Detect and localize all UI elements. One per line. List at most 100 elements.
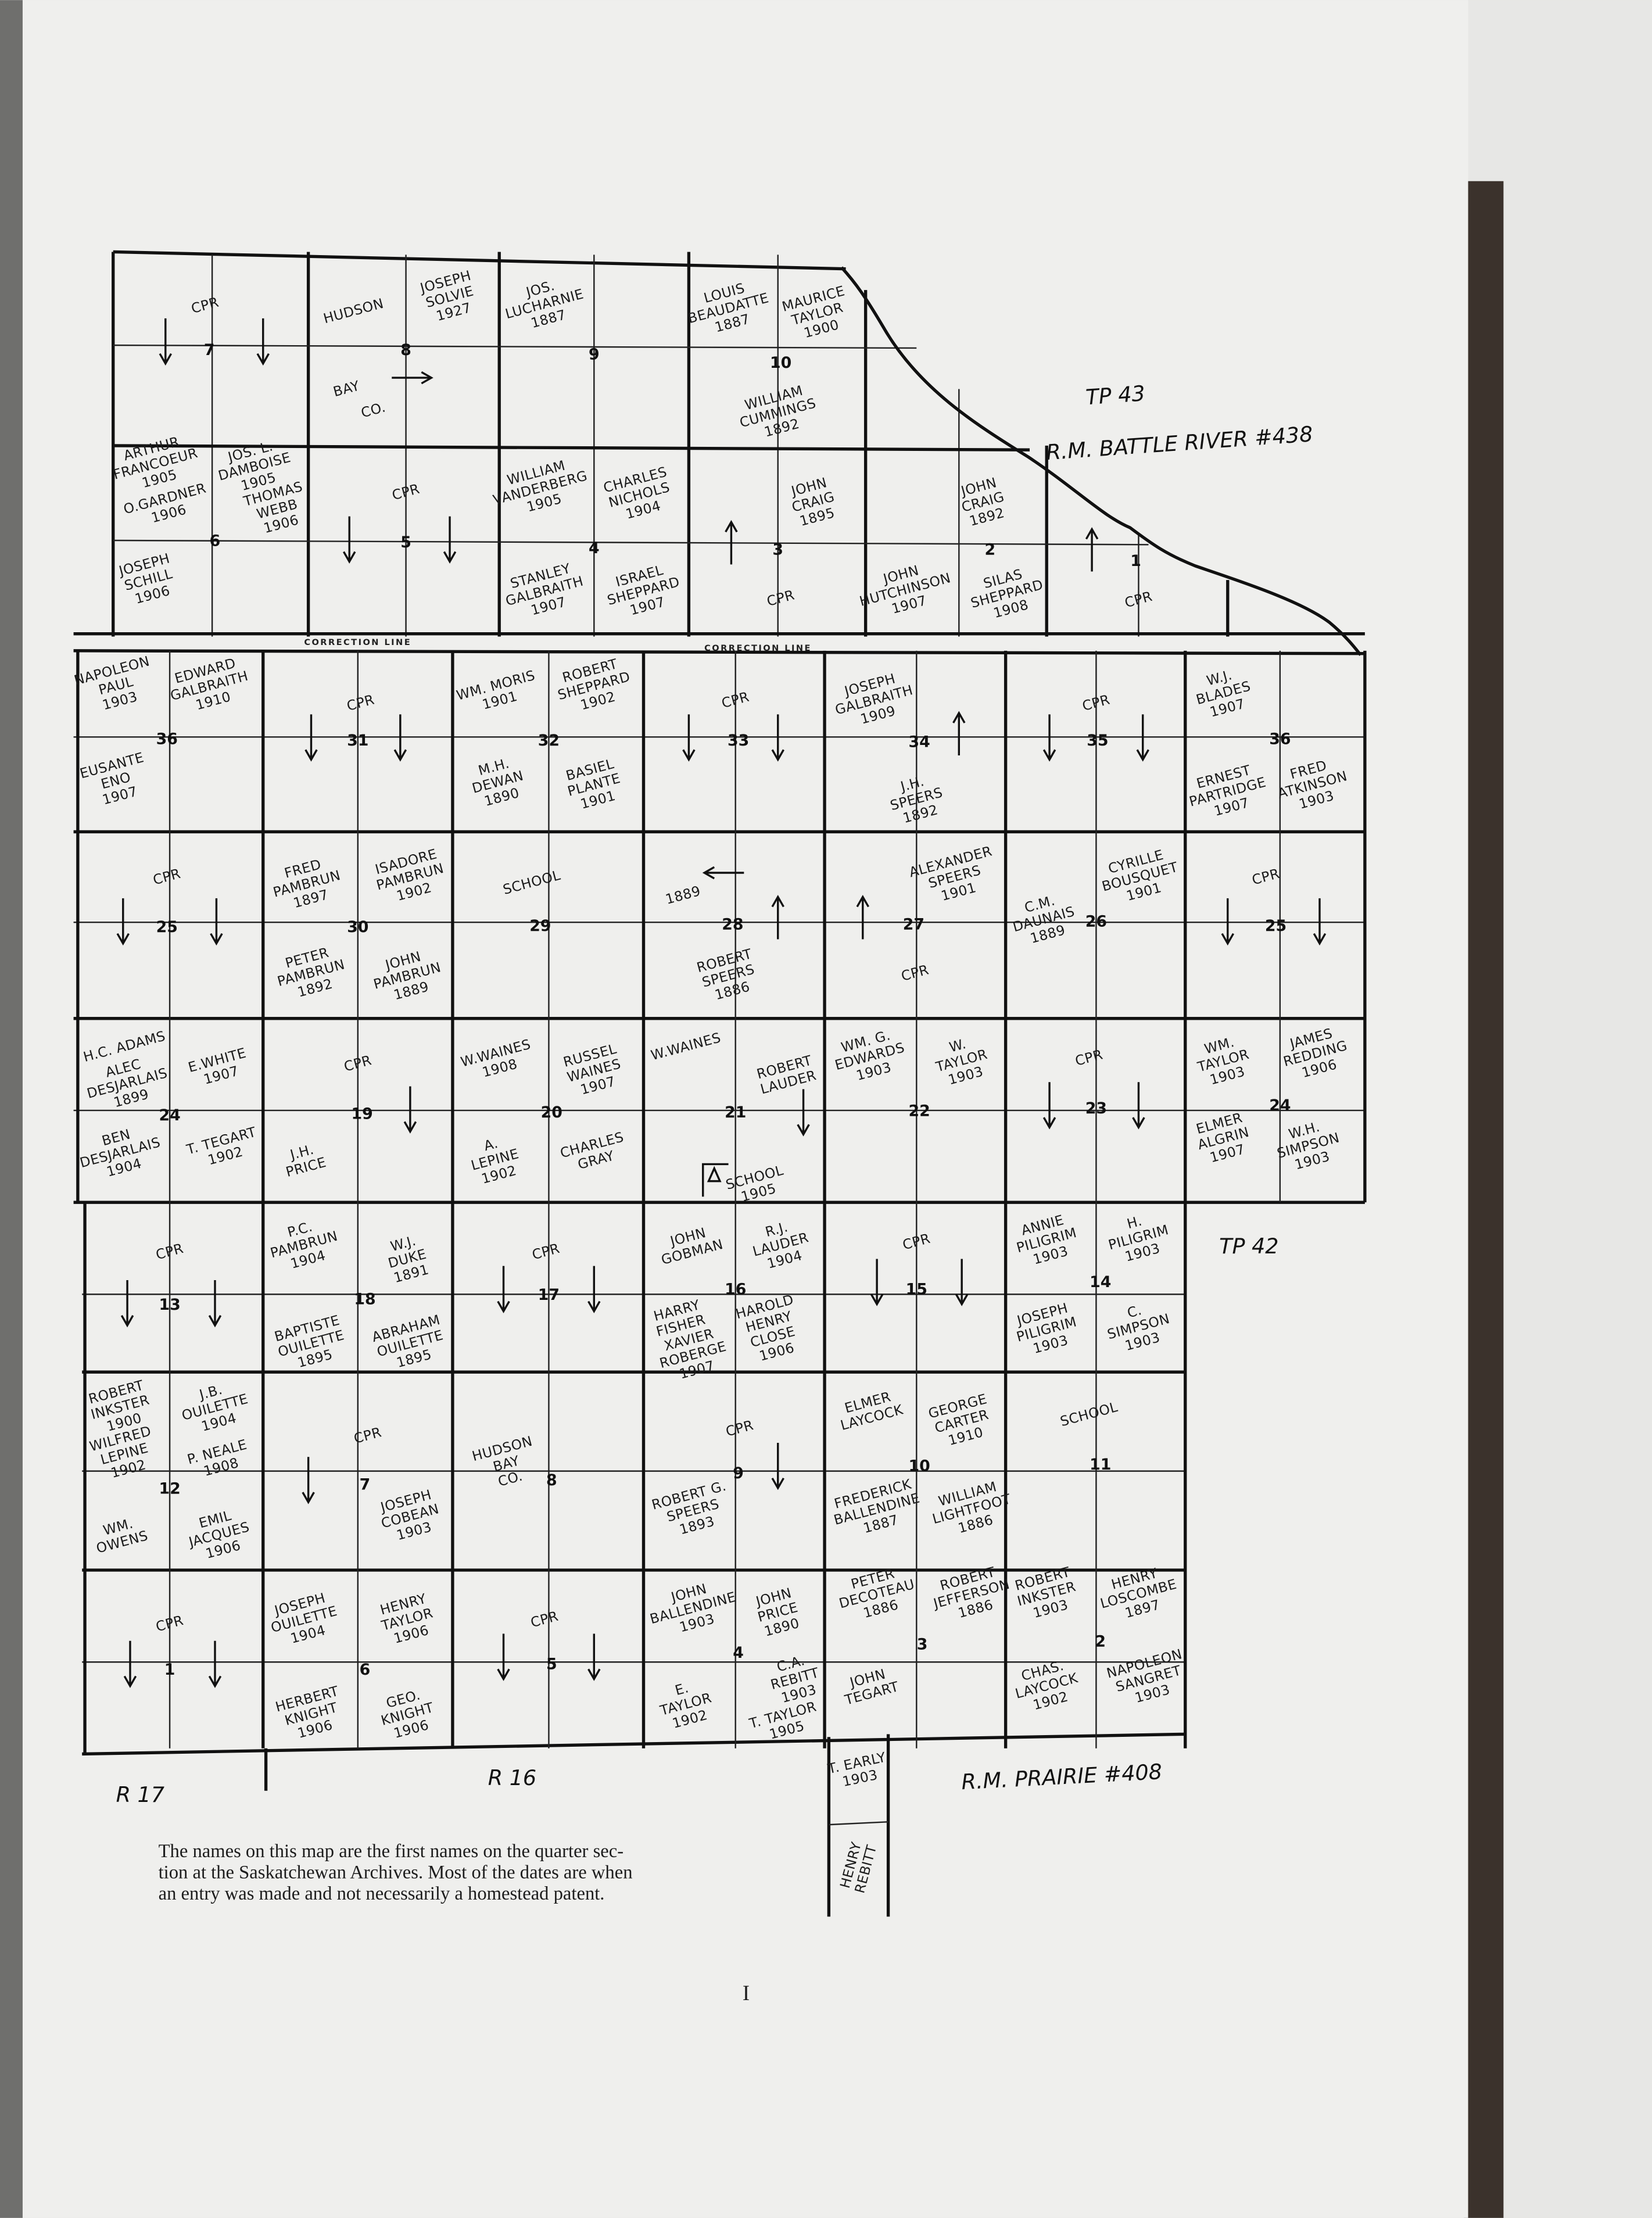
section-number: 12 [159,1480,180,1498]
section-number: 27 [903,915,924,933]
arrow-down-icon [120,1280,134,1328]
township-43-label: TP 43 [1085,381,1146,410]
arrow-down-icon [343,516,356,564]
arrow-down-icon [208,1640,222,1689]
section-number: 29 [529,917,551,935]
arrow-down-icon [870,1259,884,1306]
arrow-down-icon [955,1259,969,1306]
section-number: 21 [725,1103,746,1121]
arrow-down-icon [208,1280,222,1328]
arrow-down-icon [1042,1082,1056,1130]
section-number: 1 [164,1661,175,1679]
section-number: 5 [546,1655,557,1673]
section-number: 31 [347,732,368,750]
correction-line [73,649,1365,655]
section-number: 9 [589,345,600,363]
section-number: 6 [360,1661,371,1679]
section-number: 17 [538,1286,560,1304]
section-number: 3 [772,540,783,558]
section-number: 26 [1085,913,1107,931]
range-16-label: R 16 [488,1765,536,1790]
arrow-down-icon [587,1633,601,1681]
section-number: 10 [770,354,791,372]
arrow-down-icon [304,714,318,762]
caption-line: tion at the Saskatchewan Archives. Most … [159,1862,633,1883]
arrow-down-icon [256,318,270,366]
arrow-down-icon [116,898,130,946]
school-icon [702,1163,729,1197]
section-number: 30 [347,918,368,936]
section-number: 7 [360,1475,371,1493]
arrow-down-icon [210,898,223,946]
section-number: 24 [159,1106,180,1124]
section-number: 36 [156,730,178,748]
section-number: 25 [156,918,178,936]
section-number: 36 [1269,730,1291,748]
arrow-down-icon [587,1266,601,1314]
township-42-label: TP 42 [1219,1234,1278,1259]
arrow-up-icon [771,894,784,940]
arrow-down-icon [1042,714,1056,762]
section-number: 8 [546,1471,557,1489]
section-number: 13 [159,1296,180,1314]
section-number: 14 [1090,1273,1111,1291]
arrow-down-icon [1132,1082,1145,1130]
section-number: 15 [906,1280,927,1298]
section-number: 22 [909,1102,930,1120]
section-number: 32 [538,732,560,750]
township-boundary [113,250,846,271]
arrow-down-icon [497,1633,510,1681]
correction-line-label: CORRECTION LINE [704,643,812,653]
section-number: 5 [400,533,411,551]
map-grid [73,250,1367,1917]
arrow-down-icon [1313,898,1327,946]
section-number: 34 [909,733,930,751]
section-number: 3 [917,1635,928,1653]
arrow-up-icon [856,894,870,940]
section-number: 2 [1095,1632,1106,1650]
section-number: 25 [1265,917,1287,935]
quarter-line [113,539,1149,546]
page-surface [20,0,1468,2218]
section-number: 23 [1085,1099,1107,1117]
section-number: 2 [985,540,996,558]
section-number: 19 [351,1105,372,1123]
section-line [113,444,1030,452]
arrow-down-icon [497,1266,510,1314]
section-line [829,1821,888,1826]
section-number: 1 [1130,552,1141,570]
battle-river-boundary [840,266,1362,656]
section-number: 6 [210,532,221,550]
range-17-label: R 17 [116,1782,164,1807]
section-number: 20 [541,1103,562,1121]
book-cover-edge [1464,181,1504,2218]
arrow-up-icon [952,711,966,755]
caption-line: an entry was made and not necessarily a … [159,1883,605,1904]
arrow-down-icon [443,516,457,564]
arrow-down-icon [403,1086,417,1134]
section-number: 8 [400,341,411,359]
section-number: 11 [1090,1456,1111,1474]
quarter-line [113,344,917,349]
arrow-down-icon [159,318,173,366]
arrow-up-icon [725,519,738,565]
arrow-left-icon [702,866,744,880]
arrow-down-icon [797,1089,810,1137]
section-number: 16 [725,1280,746,1298]
arrow-down-icon [771,714,784,762]
section-number: 7 [204,341,215,359]
section-number: 33 [728,732,749,750]
